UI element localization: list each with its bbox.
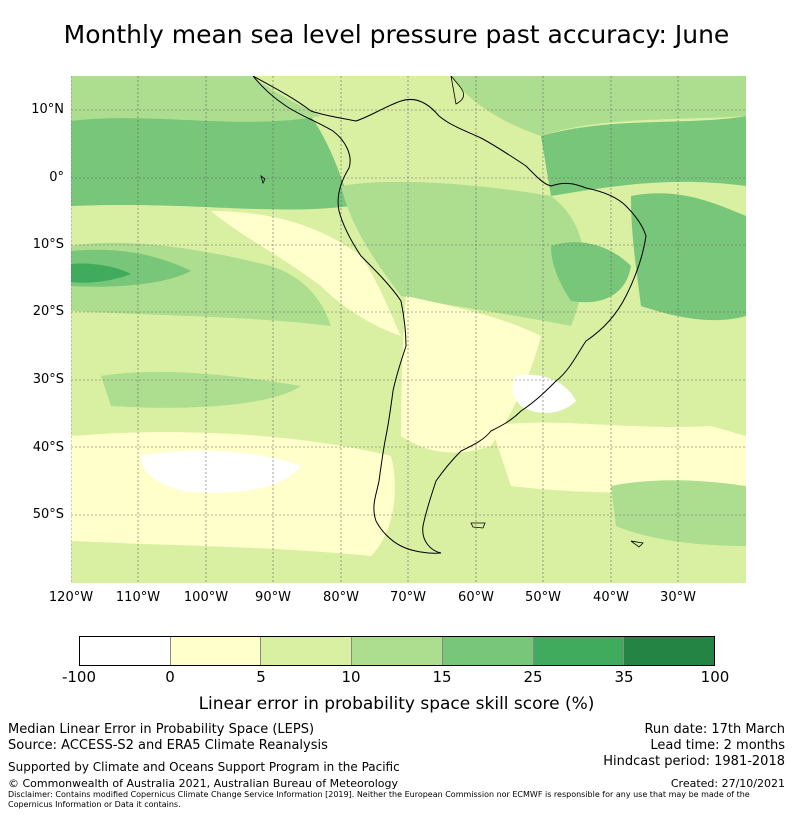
gridlines — [71, 76, 746, 583]
lon-label-80w: 80°W — [323, 590, 359, 605]
skill-region-15-25 — [71, 113, 351, 210]
footer-method: Median Linear Error in Probability Space… — [8, 722, 315, 737]
colorbar-swatch-3 — [261, 637, 353, 665]
footer-copyright: © Commonwealth of Australia 2021, Austra… — [8, 777, 398, 790]
colorbar-swatch-5 — [442, 637, 534, 665]
lon-label-70w: 70°W — [390, 590, 426, 605]
lon-label-50w: 50°W — [525, 590, 561, 605]
skill-region-0-5 — [211, 211, 401, 336]
skill-region-25-35 — [71, 263, 131, 283]
lon-label-60w: 60°W — [458, 590, 494, 605]
colorbar-tick: 25 — [523, 668, 543, 686]
skill-region-0-5 — [491, 422, 746, 496]
lon-label-40w: 40°W — [593, 590, 629, 605]
skill-map[interactable] — [71, 76, 746, 583]
footer-created: Created: 27/10/2021 — [670, 777, 785, 790]
map-title: Monthly mean sea level pressure past acc… — [63, 20, 730, 49]
lat-label-10n: 10°N — [31, 102, 64, 117]
footer-hindcast: Hindcast period: 1981-2018 — [603, 754, 785, 769]
skill-region-10-15 — [101, 371, 301, 408]
footer-source: Source: ACCESS-S2 and ERA5 Climate Reana… — [8, 738, 328, 753]
skill-region-negative — [141, 450, 301, 493]
skill-region-15-25 — [541, 116, 746, 196]
lon-label-120w: 120°W — [48, 590, 94, 605]
coastline-south-america — [252, 76, 647, 554]
colorbar — [79, 636, 715, 666]
colorbar-label: Linear error in probability space skill … — [198, 694, 595, 714]
map-canvas — [71, 76, 746, 583]
lat-label-40s: 40°S — [32, 440, 64, 455]
footer-supported: Supported by Climate and Oceans Support … — [8, 760, 400, 774]
skill-region-10-15 — [451, 76, 746, 136]
footer-lead-time: Lead time: 2 months — [650, 738, 785, 753]
footer-disclaimer: Disclaimer: Contains modified Copernicus… — [8, 790, 750, 809]
lon-label-100w: 100°W — [183, 590, 229, 605]
skill-region-negative — [512, 374, 576, 413]
colorbar-tick: 100 — [700, 668, 730, 686]
lat-label-30s: 30°S — [32, 372, 64, 387]
lon-label-30w: 30°W — [660, 590, 696, 605]
footer-run-date: Run date: 17th March — [644, 722, 785, 737]
colorbar-tick: 0 — [165, 668, 175, 686]
skill-region-15-25 — [631, 193, 746, 321]
colorbar-tick: 5 — [256, 668, 266, 686]
skill-region-10-15 — [71, 76, 321, 122]
skill-region-5-10 — [451, 542, 746, 583]
lat-label-0: 0° — [49, 170, 64, 185]
footer-right: Run date: 17th March Lead time: 2 months… — [603, 722, 785, 770]
lat-label-50s: 50°S — [32, 507, 64, 522]
skill-region-0-5 — [401, 296, 541, 453]
skill-region-0-5 — [71, 432, 395, 556]
footer-left: Median Linear Error in Probability Space… — [8, 722, 328, 754]
colorbar-tick: -100 — [61, 668, 97, 686]
colorbar-swatch-4 — [352, 637, 443, 665]
lat-label-10s: 10°S — [32, 237, 64, 252]
colorbar-tick: 15 — [432, 668, 452, 686]
lon-label-110w: 110°W — [115, 590, 161, 605]
colorbar-swatch-1 — [80, 637, 171, 665]
colorbar-tick: 35 — [614, 668, 634, 686]
colorbar-swatch-6 — [533, 637, 625, 665]
colorbar-swatch-2 — [170, 637, 262, 665]
coastline-islands — [260, 76, 644, 548]
colorbar-tick: 10 — [341, 668, 361, 686]
lon-label-90w: 90°W — [255, 590, 291, 605]
skill-region-10-15 — [341, 181, 585, 326]
skill-region-10-15 — [611, 480, 746, 546]
skill-region-5-10 — [71, 541, 411, 583]
lat-label-20s: 20°S — [32, 304, 64, 319]
colorbar-swatch-7 — [624, 637, 715, 665]
